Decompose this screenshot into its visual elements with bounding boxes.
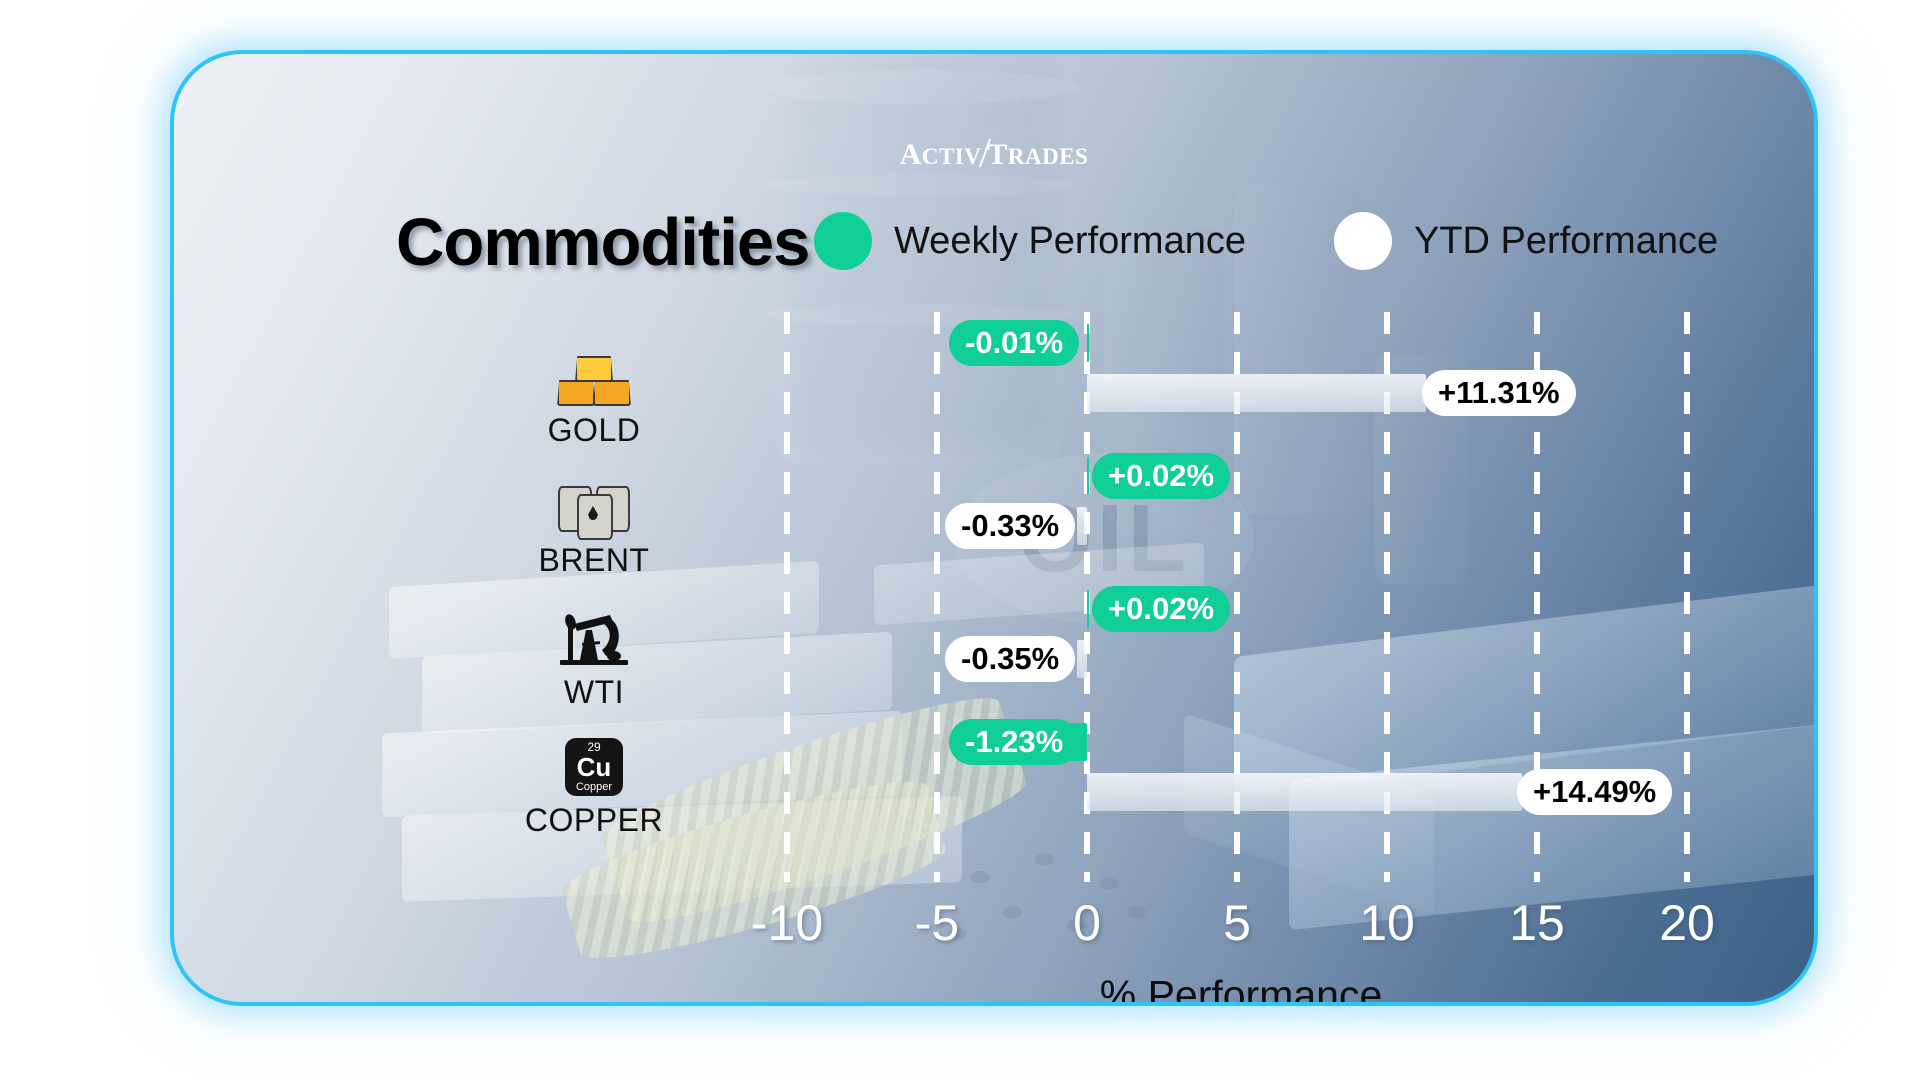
logo-text-trades-rest: RADES (1007, 144, 1089, 169)
bar-weekly-brent (1087, 457, 1089, 495)
category-brent: BRENT (474, 474, 714, 579)
logo-text-trades-t: T (987, 138, 1008, 171)
axis-tick: -10 (750, 895, 824, 951)
bar-label-ytd-copper: +14.49% (1517, 769, 1673, 815)
axis-tick: 20 (1659, 895, 1715, 951)
bar-label-weekly-gold: -0.01% (949, 320, 1080, 366)
copper-symbol: Cu (576, 752, 612, 782)
category-wti: WTI (474, 606, 714, 711)
oil-pumpjack-icon (474, 606, 714, 668)
gridline-15 (1534, 312, 1540, 882)
gold-bars-icon (474, 344, 714, 406)
bar-label-ytd-wti: -0.35% (945, 636, 1076, 682)
legend-item-weekly: Weekly Performance (814, 212, 1246, 270)
axis-title: % Performance (1099, 972, 1383, 1006)
bar-weekly-gold (1086, 324, 1089, 362)
legend-label-ytd: YTD Performance (1414, 219, 1719, 262)
chart-row-copper: -1.23% +14.49% (717, 711, 1765, 851)
bar-label-weekly-copper: -1.23% (949, 719, 1080, 765)
category-label: GOLD (547, 412, 641, 448)
category-copper: 29 Cu Copper COPPER (474, 734, 714, 839)
gridline-10 (1384, 312, 1390, 882)
legend-dot-ytd (1334, 212, 1392, 270)
legend-label-weekly: Weekly Performance (894, 219, 1246, 262)
logo-text-activ-rest: CTIV (921, 144, 982, 169)
gridline-20 (1684, 312, 1690, 882)
chart-row-wti: +0.02% -0.35% (717, 578, 1765, 718)
axis-tick: -5 (914, 895, 960, 951)
copper-element-name: Copper (575, 781, 613, 793)
bar-label-weekly-wti: +0.02% (1092, 586, 1231, 632)
bar-ytd-copper (1087, 773, 1522, 811)
bar-ytd-brent (1077, 507, 1087, 545)
axis-tick: 0 (1073, 895, 1101, 951)
bar-label-weekly-brent: +0.02% (1092, 453, 1231, 499)
copper-atomic-number: 29 (587, 740, 601, 754)
bar-label-ytd-gold: +11.31% (1422, 370, 1576, 416)
category-label: WTI (563, 674, 625, 710)
category-label: BRENT (538, 542, 650, 578)
oil-drum-ring-art (764, 174, 1074, 196)
activtrades-logo: ACTIV TRADES (174, 138, 1814, 172)
category-label: COPPER (524, 802, 664, 838)
bar-ytd-wti (1076, 640, 1087, 678)
commodities-card: OIL ACTIV TRADES Commodities Weekly Perfo… (170, 50, 1818, 1006)
bar-weekly-wti (1087, 590, 1089, 628)
bar-label-ytd-brent: -0.33% (945, 503, 1076, 549)
axis-tick: 15 (1509, 895, 1565, 951)
gridline-5 (1234, 312, 1240, 882)
chart-plot-area: -0.01% +11.31% +0.02% -0.33% +0.02% -0.3… (717, 312, 1765, 882)
page-title: Commodities (396, 205, 810, 280)
chart-row-brent: +0.02% -0.33% (717, 445, 1765, 585)
legend-dot-weekly (814, 212, 872, 270)
category-gold: GOLD (474, 344, 714, 449)
legend-item-ytd: YTD Performance (1334, 212, 1718, 270)
oil-barrels-icon (474, 474, 714, 540)
gridline--5 (934, 312, 940, 882)
axis-tick: 5 (1223, 895, 1251, 951)
logo-slash-icon (979, 138, 992, 168)
logo-text-activ-a: A (899, 138, 922, 171)
chart-row-gold: -0.01% +11.31% (717, 312, 1765, 452)
copper-element-icon: 29 Cu Copper (474, 734, 714, 796)
gridline--10 (784, 312, 790, 882)
axis-tick: 10 (1359, 895, 1415, 951)
bar-ytd-gold (1087, 374, 1427, 412)
